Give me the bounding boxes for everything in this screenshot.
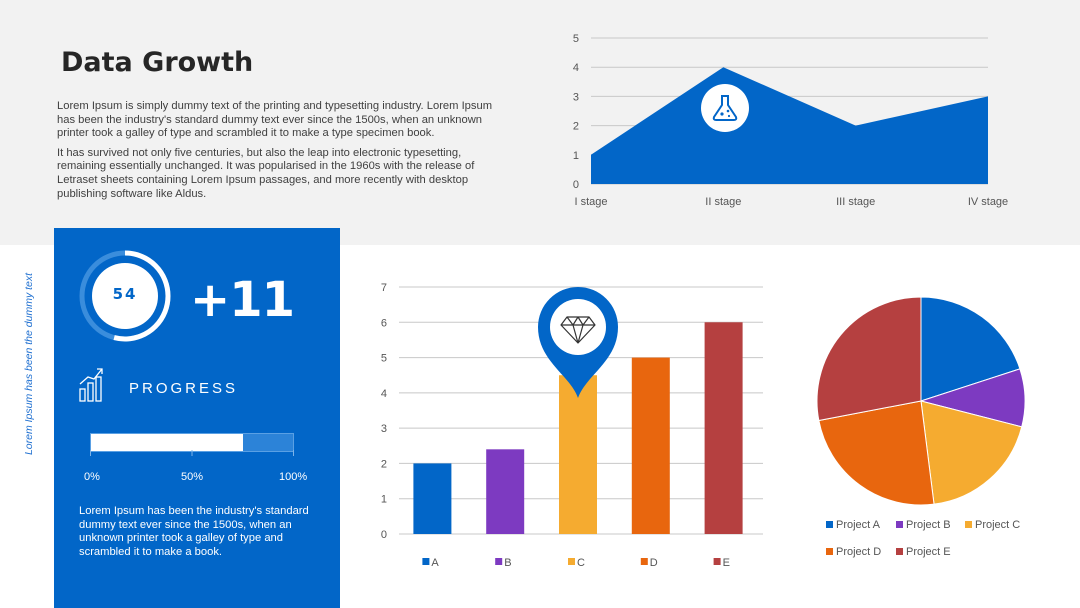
pie-slice-4 [818,400,935,506]
legend-swatch [713,558,721,565]
y-tick-label: 7 [381,282,387,294]
y-tick-label: 3 [381,423,387,435]
progress-panel: 54 +11 PROGRESS 0% 50% 100% Lorem Ipsum … [54,228,340,608]
page-title: Data Growth [61,47,254,78]
growth-chart-icon [79,368,103,402]
x-tick-label: IV stage [968,196,1008,208]
legend-label: E [723,557,730,569]
diamond-pin-icon [538,287,618,398]
x-tick-label: II stage [705,196,741,208]
intro-paragraph-2: It has survived not only five centuries,… [57,146,475,200]
bar-C [559,375,597,534]
area-chart: 0 1 2 3 4 5 I stage II stage III stage IV stage [573,33,1008,208]
legend-label: D [650,557,658,569]
progress-bar-fill [91,434,243,451]
legend-swatch [495,558,503,565]
pie-slice-3 [920,400,1023,505]
x-tick-label: III stage [836,196,875,208]
legend-swatch [422,558,430,565]
y-tick-label: 1 [573,150,579,162]
pie-slice-5 [816,296,922,422]
panel-description: Lorem Ipsum has been the industry's stan… [79,505,309,558]
legend-swatch [965,521,972,528]
x-tick-label: I stage [574,196,607,208]
y-tick-label: 2 [573,121,579,133]
y-tick-label: 0 [381,529,387,541]
intro-paragraph-1: Lorem Ipsum is simply dummy text of the … [57,100,493,140]
y-tick-label: 2 [381,458,387,470]
area-series [591,67,988,184]
legend-label: Project C [975,519,1020,531]
tick-label-100: 100% [279,471,308,483]
y-tick-label: 1 [381,494,387,506]
big-number: +11 [190,272,295,328]
bar-E [704,322,743,534]
legend-label: C [577,557,585,569]
progress-bar [90,433,294,452]
ring-arc [79,250,171,342]
ring-center [92,263,158,329]
progress-label: PROGRESS [129,380,239,397]
intro-text: Lorem Ipsum is simply dummy text of the … [57,100,512,207]
progress-ticks [90,450,294,456]
pie-chart: Project A Project B Project C Project D Proj… [816,296,1026,558]
bar-A [413,463,452,534]
legend-swatch [568,558,575,565]
bar-D [631,357,670,534]
y-tick-label: 0 [573,179,579,191]
flask-icon [701,84,749,132]
bar-B [486,449,525,534]
legend-swatch [896,548,903,555]
y-tick-label: 4 [381,388,387,400]
legend-label: A [431,557,439,569]
legend-label: Project D [836,546,881,558]
y-tick-label: 4 [573,62,579,74]
tick-label-50: 50% [181,471,204,483]
y-tick-label: 5 [573,33,579,45]
legend-swatch [640,558,648,565]
legend-label: Project B [906,519,951,531]
ring-value: 54 [112,285,138,303]
legend-swatch [896,521,903,528]
legend-label: B [504,557,511,569]
legend-label: Project E [906,546,951,558]
progress-ring [79,250,171,342]
pie-slice-1 [920,296,1021,402]
legend-swatch [826,548,833,555]
y-tick-label: 3 [573,91,579,103]
y-tick-label: 5 [381,353,387,365]
side-caption: Lorem Ipsum has been the dummy text [23,272,35,456]
tick-label-0: 0% [84,471,100,483]
legend-label: Project A [836,519,881,531]
y-tick-label: 6 [381,317,387,329]
bar-chart: 0 1 2 3 4 5 6 7 A B C D E [381,282,763,569]
legend-swatch [826,521,833,528]
